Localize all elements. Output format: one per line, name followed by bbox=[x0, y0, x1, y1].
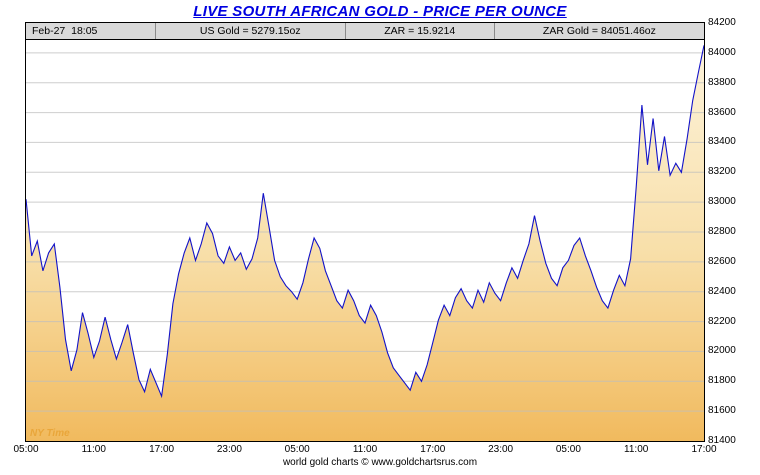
x-tick-label: 23:00 bbox=[488, 444, 514, 455]
quote-datetime: Feb-27 18:05 bbox=[32, 25, 98, 37]
y-tick-label: 82600 bbox=[708, 255, 736, 267]
y-tick-label: 82200 bbox=[708, 315, 736, 327]
attribution: world gold charts © www.goldchartsrus.co… bbox=[282, 457, 478, 468]
x-tick-label: 17:00 bbox=[149, 444, 175, 455]
y-tick-label: 83800 bbox=[708, 76, 736, 88]
y-tick-label: 84200 bbox=[708, 17, 736, 28]
chart-frame: Feb-27 18:05 US Gold = 5279.15oz ZAR = 1… bbox=[25, 22, 705, 442]
quote-zar-gold: ZAR Gold = 84051.46oz bbox=[493, 23, 704, 39]
quote-zar-rate: ZAR = 15.9214 bbox=[344, 23, 494, 39]
y-tick-label: 81800 bbox=[708, 375, 736, 387]
y-tick-label: 82800 bbox=[708, 226, 736, 237]
quote-bar: Feb-27 18:05 US Gold = 5279.15oz ZAR = 1… bbox=[26, 23, 704, 40]
y-tick-label: 82400 bbox=[708, 285, 736, 297]
price-chart-canvas bbox=[26, 23, 704, 441]
chart-title: LIVE SOUTH AFRICAN GOLD - PRICE PER OUNC… bbox=[193, 3, 567, 20]
x-tick-label: 17:00 bbox=[691, 444, 717, 455]
x-tick-label: 11:00 bbox=[352, 444, 378, 455]
price-area-fill bbox=[26, 45, 704, 441]
gridlines bbox=[26, 23, 704, 412]
quote-us-gold: US Gold = 5279.15oz bbox=[154, 23, 345, 39]
x-axis: 05:00 11:00 17:00 23:00 05:00 11:00 17:00 23:00… bbox=[13, 444, 716, 456]
y-tick-label: 84000 bbox=[708, 46, 736, 58]
x-tick-label: 17:00 bbox=[420, 444, 446, 455]
x-tick-label: 11:00 bbox=[81, 444, 106, 455]
y-tick-label: 83400 bbox=[708, 136, 736, 148]
x-tick-label: 11:00 bbox=[624, 444, 649, 455]
y-tick-label: 82000 bbox=[708, 345, 736, 357]
y-axis: 81400 81600 81800 82000 82200 82400 82600 82800… bbox=[708, 18, 758, 446]
price-line bbox=[26, 45, 704, 399]
y-tick-label: 83000 bbox=[708, 196, 736, 208]
ny-time-label: NY Time bbox=[30, 428, 70, 439]
y-tick-label: 81400 bbox=[708, 435, 736, 446]
y-tick-label: 83600 bbox=[708, 106, 736, 118]
x-tick-label: 05:00 bbox=[555, 444, 581, 455]
y-tick-label: 81600 bbox=[708, 405, 736, 417]
y-tick-label: 83200 bbox=[708, 166, 736, 178]
x-tick-label: 05:00 bbox=[13, 444, 39, 455]
x-tick-label: 23:00 bbox=[216, 444, 242, 455]
x-tick-label: 05:00 bbox=[284, 444, 310, 455]
